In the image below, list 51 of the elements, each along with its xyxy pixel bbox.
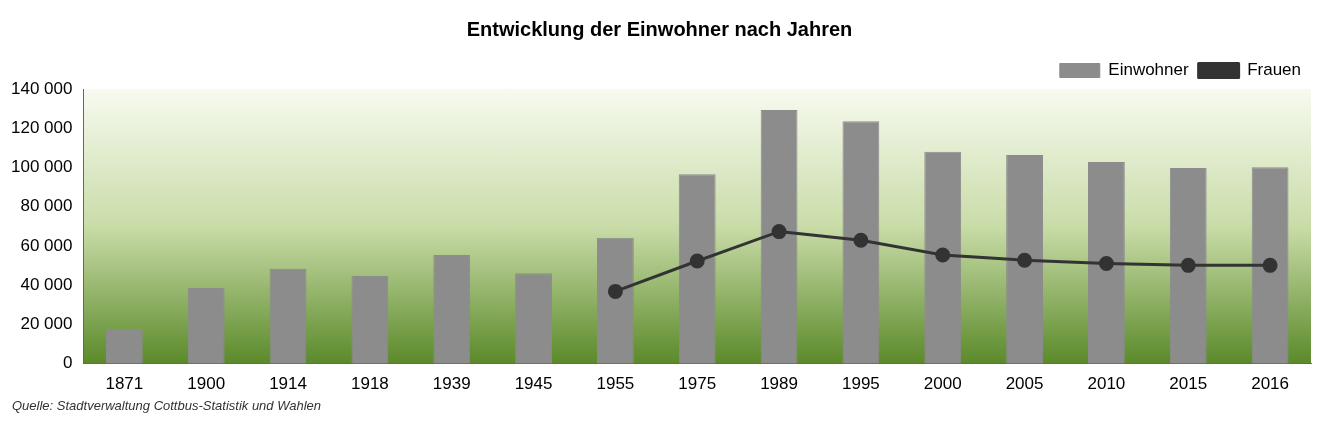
x-tick-label: 2016 [1251,374,1289,394]
x-tick-label: 2010 [1087,374,1126,394]
y-tick-label: 0 [62,353,73,373]
bar [760,109,798,364]
y-tick-label: 60 000 [20,235,73,255]
y-tick-label: 80 000 [20,196,73,216]
point [689,253,705,269]
point [853,232,869,248]
legend-label: Frauen [1247,60,1302,80]
x-tick-label: 2005 [1005,374,1044,394]
source-note: Quelle: Stadtverwaltung Cottbus-Statistik und Wahlen [12,398,323,413]
x-tick-label: 1918 [350,374,389,394]
bar [842,121,880,364]
x-tick-label: 1900 [187,374,226,394]
x-tick-label: 1914 [269,374,307,394]
point [607,283,623,299]
bar [187,288,225,364]
x-tick-label: 1945 [514,374,553,394]
bar [351,275,389,364]
x-tick-label: 1939 [432,374,471,394]
point [1098,256,1114,272]
point [935,247,951,263]
chart-title: Entwicklung der Einwohner nach Jahren [466,17,853,40]
y-tick-label: 40 000 [20,274,73,294]
bar [105,328,143,364]
x-tick-label: 1975 [678,374,717,394]
point [1180,257,1196,273]
bar [269,268,307,364]
y-tick-label: 20 000 [20,314,73,334]
bar [515,273,552,364]
y-tick-label: 100 000 [11,157,73,177]
bar [1251,167,1289,364]
x-tick-label: 1871 [105,374,144,394]
x-tick-label: 1989 [760,374,798,394]
point [771,224,787,240]
x-tick-label: 2015 [1169,374,1208,394]
bar [433,254,471,364]
x-tick-label: 1995 [841,374,880,394]
x-tick-label: 1955 [596,374,635,394]
legend-label: Einwohner [1108,60,1189,80]
y-tick-label: 120 000 [11,117,73,137]
bar [596,237,634,364]
x-tick-label: 2000 [923,374,962,394]
bar [1087,161,1125,364]
bar [924,151,962,364]
y-tick-label: 140 000 [11,78,73,98]
point [1017,252,1033,268]
bar [1006,155,1043,364]
bar [1169,168,1207,364]
bar [678,174,716,364]
point [1262,257,1278,273]
